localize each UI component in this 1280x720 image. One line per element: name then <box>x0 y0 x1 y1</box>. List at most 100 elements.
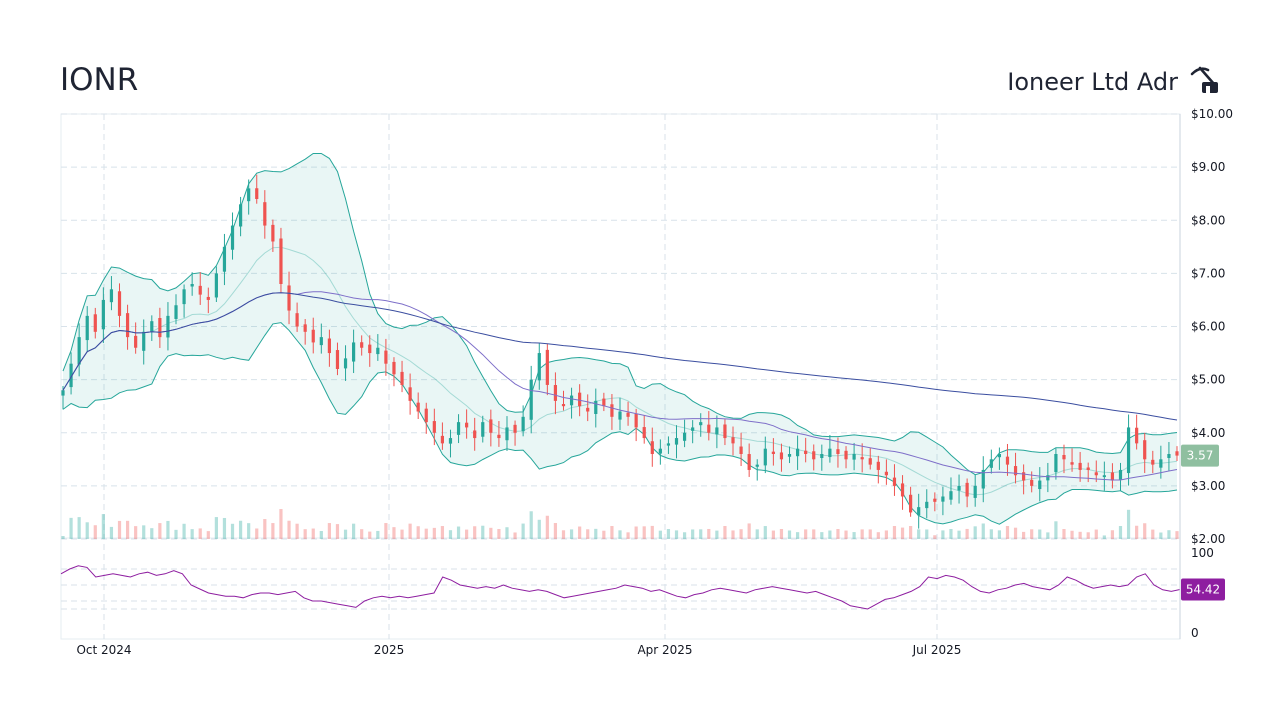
candle-body <box>521 416 525 432</box>
candle-body <box>1094 472 1098 476</box>
volume-bar <box>497 529 501 539</box>
candle-body <box>618 411 622 420</box>
candle-body <box>682 432 687 441</box>
candle-body <box>263 202 267 226</box>
candle-body <box>836 449 840 454</box>
candle-body <box>125 313 130 338</box>
volume-bar <box>965 528 969 539</box>
volume-bar <box>400 529 404 539</box>
volume-bar <box>634 526 638 539</box>
candle-body <box>691 427 695 431</box>
candlesticks <box>61 174 1179 529</box>
y-tick-label: $9.00 <box>1191 160 1225 174</box>
candle-body <box>1086 467 1090 470</box>
candle-body <box>909 494 913 513</box>
candle-body <box>1118 469 1123 480</box>
rsi-panel <box>60 565 1181 610</box>
volume-bar <box>852 532 856 539</box>
volume-bar <box>1159 532 1163 539</box>
candle-body <box>941 496 945 502</box>
rsi-tick-label: 0 <box>1191 626 1199 640</box>
volume-bar <box>787 530 792 539</box>
candle-body <box>408 387 412 401</box>
volume-bar <box>658 530 662 539</box>
volume-bar <box>1030 529 1034 539</box>
volume-bar <box>408 523 412 539</box>
candle-body <box>642 427 646 439</box>
candle-body <box>271 224 275 242</box>
volume-bar <box>448 530 453 539</box>
candle-body <box>731 437 735 444</box>
candle-body <box>117 291 122 316</box>
candle-body <box>884 471 888 476</box>
candle-body <box>61 390 65 396</box>
volume-bar <box>691 529 695 539</box>
candle-body <box>892 477 897 486</box>
volume-bar <box>319 530 323 539</box>
candle-body <box>158 318 162 338</box>
candle-body <box>965 482 969 497</box>
bollinger-lower <box>62 322 1178 525</box>
candle-body <box>981 469 985 489</box>
volume-bar <box>287 520 291 539</box>
candle-body <box>594 400 598 414</box>
volume-bar <box>174 529 178 539</box>
volume-bar <box>424 528 428 539</box>
volume-bar <box>1118 526 1123 539</box>
volume-bar <box>134 526 138 539</box>
candle-body <box>1151 459 1155 465</box>
candle-body <box>1005 456 1010 465</box>
candle-body <box>707 424 711 433</box>
volume-bar <box>537 519 541 539</box>
volume-bar <box>925 529 929 539</box>
y-tick-label: $6.00 <box>1191 320 1225 334</box>
candle-body <box>1054 454 1058 473</box>
volume-bar <box>513 532 517 539</box>
candle-body <box>997 454 1002 458</box>
volume-bar <box>117 520 122 539</box>
candle-body <box>1070 462 1074 465</box>
volume-bar <box>505 527 509 539</box>
volume-bar <box>481 525 485 539</box>
candle-body <box>343 358 348 369</box>
volume-bar <box>142 525 146 539</box>
volume-bar <box>1078 531 1082 539</box>
volume-bar <box>263 519 267 539</box>
candle-body <box>553 385 558 401</box>
candle-body <box>1126 427 1131 474</box>
volume-bar <box>303 529 307 539</box>
candle-body <box>666 443 671 446</box>
volume-bar <box>820 532 824 539</box>
volume-bar <box>335 524 340 539</box>
candle-body <box>715 427 719 435</box>
candle-body <box>529 379 533 420</box>
bollinger-bands <box>62 153 1178 525</box>
volume-bar <box>1086 532 1090 539</box>
candle-body <box>295 313 299 327</box>
candle-body <box>1062 454 1066 460</box>
volume-bar <box>368 531 372 539</box>
volume-bar <box>416 526 420 539</box>
candle-body <box>1159 459 1163 468</box>
volume-bar <box>1110 530 1115 539</box>
candle-body <box>755 464 759 467</box>
candle-body <box>900 483 905 497</box>
volume-bar <box>828 530 832 539</box>
volume-bar <box>997 530 1002 539</box>
volume-bar <box>352 523 356 539</box>
candle-body <box>206 296 210 300</box>
candle-body <box>400 371 404 385</box>
candle-body <box>658 448 662 454</box>
candle-body <box>142 331 146 351</box>
moving-averages <box>62 291 1178 481</box>
candle-body <box>852 454 856 460</box>
candle-body <box>650 441 654 454</box>
volume-bar <box>109 526 114 539</box>
volume-bar <box>69 517 73 539</box>
candle-body <box>513 424 517 433</box>
y-tick-label: $3.00 <box>1191 479 1225 493</box>
volume-bar <box>917 529 921 539</box>
volume-bar <box>101 514 105 539</box>
candle-body <box>456 422 461 435</box>
